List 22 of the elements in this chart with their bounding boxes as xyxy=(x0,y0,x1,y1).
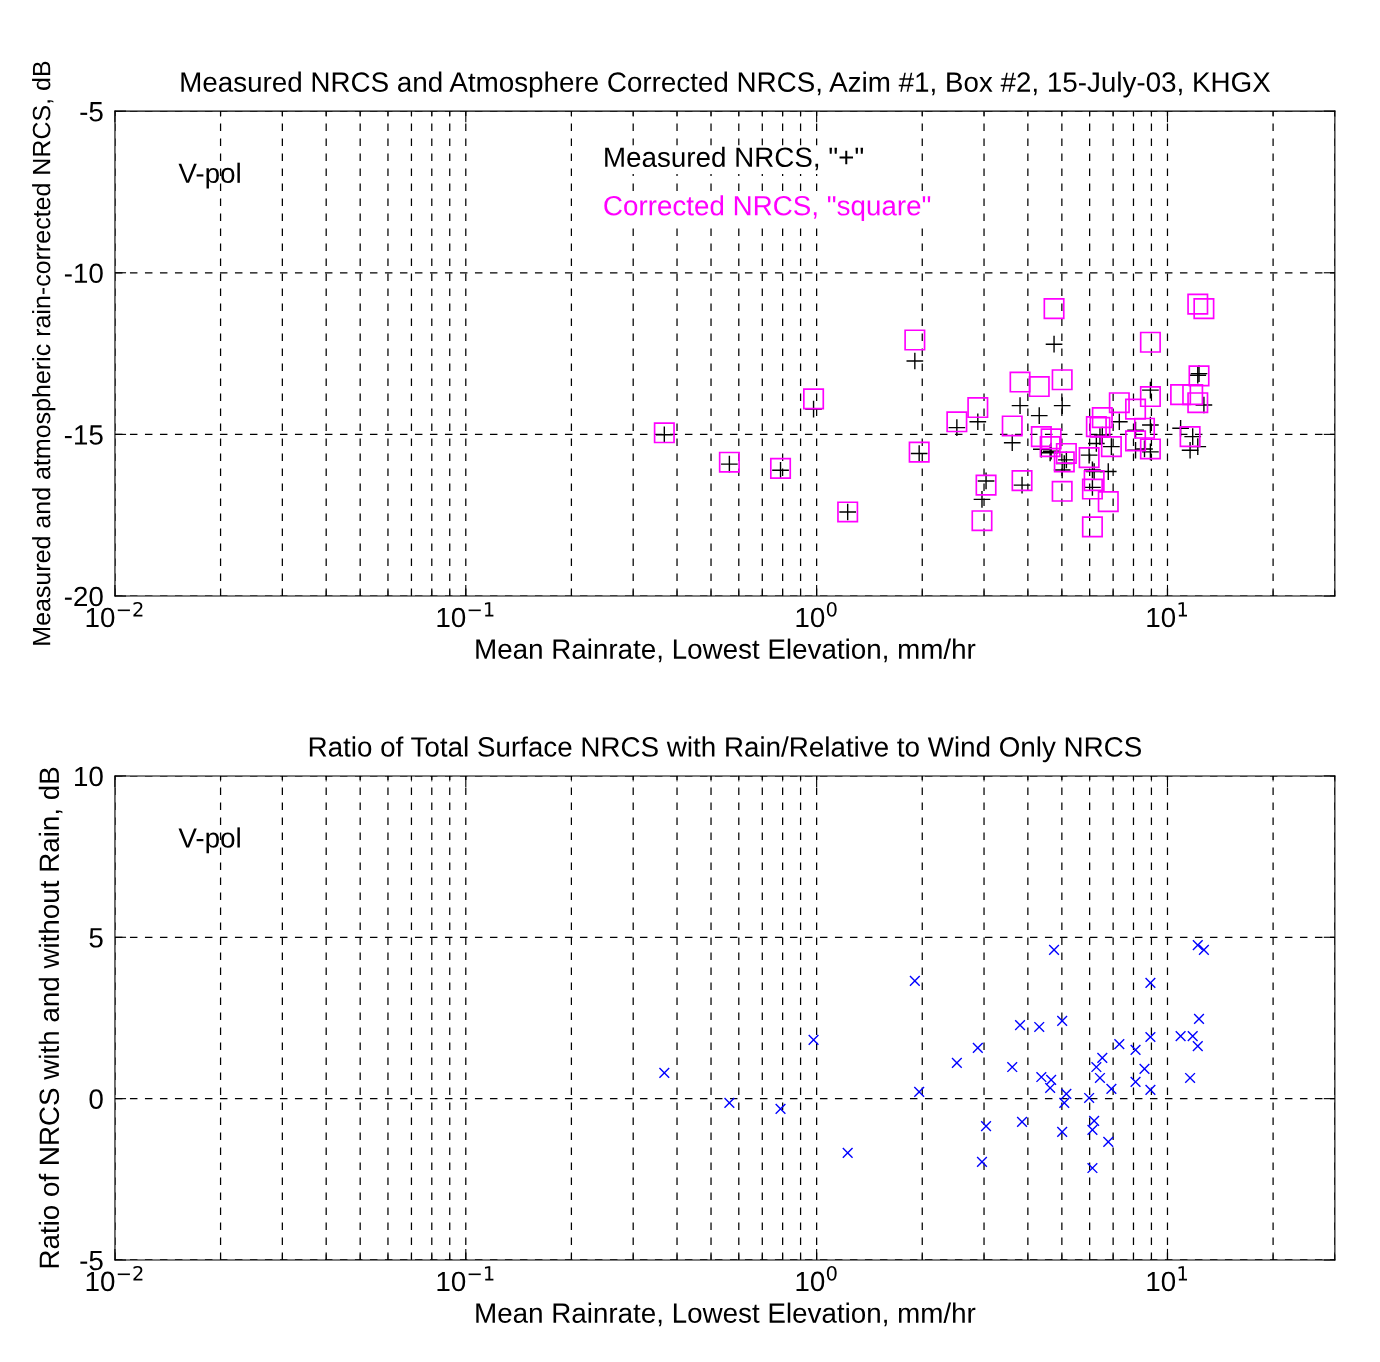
annotation: V-pol xyxy=(178,827,240,854)
x-tick-label: 10$^{−1}$ xyxy=(437,1266,494,1292)
x-tick-label: 10$^{−1}$ xyxy=(437,602,494,628)
x-axis-title: Mean Rainrate, Lowest Elevation, mm/hr xyxy=(476,1302,976,1327)
annotation: V-pol xyxy=(178,162,240,189)
x-tick-label: 10$^{1}$ xyxy=(1147,1266,1187,1292)
chart-title: Measured NRCS and Atmosphere Corrected NRCS, Azim #1, Box #2, 15-July-03, KHGX xyxy=(181,71,1271,98)
y-tick-label: -5 xyxy=(80,102,103,122)
legend-label: Measured NRCS, "+" xyxy=(605,146,864,171)
chart-title: Ratio of Total Surface NRCS with Rain/Relative to Wind Only NRCS xyxy=(309,736,1141,763)
y-tick-label: -15 xyxy=(64,425,103,445)
text: Corrected NRCS, "square" xyxy=(604,195,931,222)
y-axis-title: Ratio of NRCS with and without Rain, dB xyxy=(38,767,63,1268)
y-tick-label: -10 xyxy=(64,263,103,284)
x-tick-label: 10$^{1}$ xyxy=(1147,602,1187,628)
y-tick-label: 0 xyxy=(89,1089,103,1109)
x-tick-label: 10$^{0}$ xyxy=(796,601,837,628)
x-axis-title: Mean Rainrate, Lowest Elevation, mm/hr xyxy=(476,638,976,663)
y-axis-title: Measured and atmospheric rain-corrected NRCS, dB xyxy=(32,61,56,645)
y-tick-label: 10 xyxy=(75,766,103,787)
y-tick-label: 5 xyxy=(89,928,103,948)
x-tick-label: 10$^{0}$ xyxy=(796,1265,837,1292)
